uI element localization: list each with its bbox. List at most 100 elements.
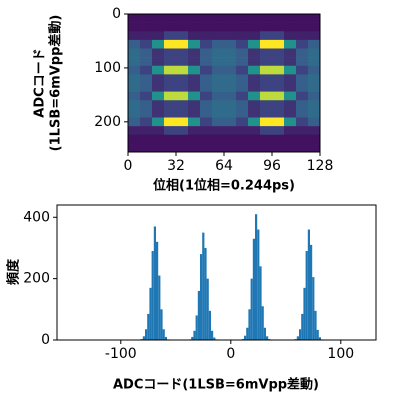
histogram-bar (197, 290, 200, 340)
heatmap-cell (152, 22, 165, 32)
heatmap-cell (176, 126, 189, 136)
heatmap-cell (188, 14, 201, 23)
heatmap-cell (188, 48, 201, 58)
histogram-bar (316, 329, 319, 340)
y-tick-label: 0 (41, 332, 50, 348)
heatmap-cell (272, 57, 285, 67)
heatmap-cell (284, 48, 297, 58)
heatmap-cell (236, 14, 249, 23)
heatmap-cell (212, 39, 225, 49)
heatmap-cell (128, 48, 141, 58)
heatmap-cell (296, 108, 309, 118)
heatmap-cell (176, 39, 189, 49)
heatmap-cell (128, 108, 141, 118)
histogram-bar (307, 229, 310, 340)
histogram-bar (147, 313, 150, 340)
heatmap-cell (140, 74, 153, 84)
heatmap-cell (260, 57, 273, 67)
heatmap-cell (284, 117, 297, 127)
heatmap-cell (272, 134, 285, 144)
heatmap-cell (296, 91, 309, 101)
histogram-bar (266, 336, 269, 340)
heatmap-cell (248, 91, 261, 101)
x-tick-label: 96 (263, 158, 281, 174)
histogram-bar (142, 336, 145, 340)
heatmap-cell (200, 22, 213, 32)
heatmap-cell (164, 108, 177, 118)
heatmap-cell (260, 100, 273, 110)
heatmap-cell (188, 65, 201, 75)
heatmap-cell (272, 74, 285, 84)
histogram-bar (164, 336, 167, 340)
heatmap-cell (296, 31, 309, 41)
heatmap-cell (248, 14, 261, 23)
x-tick-label: 100 (327, 346, 354, 362)
heatmap-cell (176, 100, 189, 110)
heatmap-cell (176, 108, 189, 118)
y-axis-label: (1LSB=6mVpp差動) (48, 15, 64, 152)
heatmap-cell (140, 22, 153, 32)
heatmap-cell (260, 39, 273, 49)
heatmap-cell (128, 143, 141, 153)
heatmap-cell (236, 74, 249, 84)
y-axis-label: ADCコード (33, 48, 48, 117)
heatmap-cell (128, 134, 141, 144)
heatmap-cell (176, 57, 189, 67)
heatmap-cell (140, 108, 153, 118)
heatmap-cell (152, 65, 165, 75)
heatmap-cell (272, 65, 285, 75)
heatmap-cell (212, 143, 225, 153)
heatmap-cell (212, 22, 225, 32)
heatmap-cell (224, 83, 237, 92)
heatmap-cell (212, 134, 225, 144)
histogram-bar (310, 244, 313, 340)
x-axis-label: ADCコード(1LSB=6mVpp差動) (113, 377, 319, 393)
heatmap-cell (212, 126, 225, 136)
heatmap-cell (284, 126, 297, 136)
heatmap-cell (128, 74, 141, 84)
heatmap-cell (236, 22, 249, 32)
heatmap-cell (296, 48, 309, 58)
x-tick-label: 128 (307, 158, 334, 174)
heatmap-cell (164, 126, 177, 136)
heatmap-cell (224, 22, 237, 32)
heatmap-cell (236, 39, 249, 49)
heatmap-cell (224, 31, 237, 41)
heatmap-cell (200, 100, 213, 110)
heatmap-cell (236, 91, 249, 101)
plot-frame (56, 204, 377, 341)
heatmap-cell (308, 117, 321, 127)
heatmap-cell (152, 100, 165, 110)
heatmap-cell (212, 14, 225, 23)
heatmap-cell (248, 65, 261, 75)
histogram-bar (296, 336, 299, 340)
heatmap-cell (164, 91, 177, 101)
heatmap-cell (236, 31, 249, 41)
heatmap-cell (200, 31, 213, 41)
heatmap-cell (260, 143, 273, 153)
heatmap-cell (152, 83, 165, 92)
histogram-bar (195, 315, 198, 340)
histogram-bar (162, 329, 165, 340)
heatmap-cell (248, 117, 261, 127)
heatmap-cell (296, 100, 309, 110)
heatmap-cell (188, 22, 201, 32)
heatmap-cell (200, 48, 213, 58)
heatmap-cell (164, 14, 177, 23)
heatmap-cell (224, 117, 237, 127)
heatmap-cell (224, 91, 237, 101)
heatmap-cell (308, 65, 321, 75)
heatmap-cell (128, 91, 141, 101)
heatmap-cell (128, 57, 141, 67)
heatmap-cell (296, 14, 309, 23)
heatmap-cell (236, 108, 249, 118)
heatmap-cell (296, 39, 309, 49)
histogram-bar (252, 238, 255, 340)
heatmap-cell (248, 134, 261, 144)
heatmap-cell (176, 143, 189, 153)
heatmap-cell (284, 57, 297, 67)
heatmap-cell (140, 134, 153, 144)
histogram-bar (305, 251, 308, 340)
heatmap-cell (188, 31, 201, 41)
